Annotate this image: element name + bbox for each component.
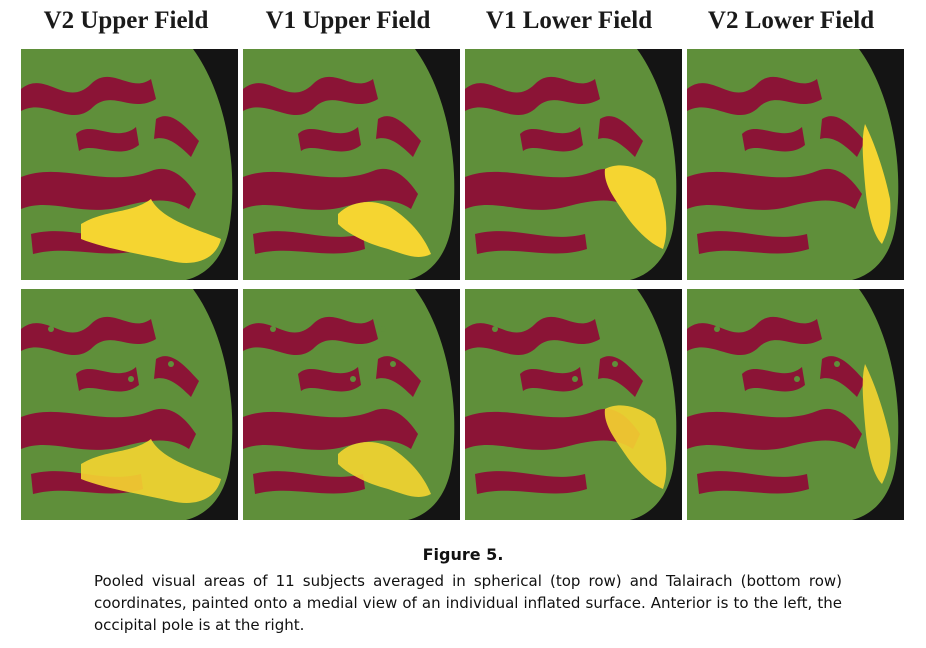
panel-spherical-v1-lower: [465, 49, 682, 280]
brain-surface-sulcus: [520, 127, 583, 152]
panel-spherical-v2-upper: [21, 49, 238, 280]
figure-caption: Pooled visual areas of 11 subjects avera…: [94, 572, 842, 634]
brain-surface-sulcus: [298, 127, 361, 152]
panel-spherical-v2-lower: [687, 49, 904, 280]
brain-surface-sulcus: [465, 168, 640, 210]
brain-surface-sulcus: [697, 471, 809, 494]
brain-surface-sulcus: [820, 116, 865, 157]
panel-talairach-v2-lower: [687, 289, 904, 520]
activation-region: [604, 405, 667, 489]
panel-talairach-v1-lower: [465, 289, 682, 520]
column-title-v1-lower: V1 Lower Field: [485, 7, 653, 34]
panel-talairach-v2-upper: [21, 289, 238, 520]
activation-speckle: [300, 356, 306, 362]
brain-surface-sulcus: [687, 76, 822, 115]
brain-surface-sulcus: [742, 127, 805, 152]
activation-speckle: [128, 376, 134, 382]
activation-region: [338, 442, 431, 497]
activation-speckle: [330, 341, 336, 347]
figure-label: Figure 5.: [422, 545, 504, 564]
brain-surface-sulcus: [697, 231, 809, 254]
brain-surface-sulcus: [376, 356, 421, 397]
activation-speckle: [390, 361, 396, 367]
activation-region: [338, 202, 431, 257]
activation-speckle: [522, 356, 528, 362]
activation-speckle: [774, 341, 780, 347]
brain-surface-sulcus: [243, 76, 378, 115]
brain-surface-sulcus: [598, 356, 643, 397]
brain-surface-sulcus: [154, 356, 199, 397]
brain-surface-sulcus: [475, 471, 587, 494]
activation-speckle: [380, 326, 386, 332]
activation-speckle: [612, 361, 618, 367]
activation-region: [81, 439, 221, 503]
activation-speckle: [492, 326, 498, 332]
activation-speckle: [552, 341, 558, 347]
activation-speckle: [824, 326, 830, 332]
activation-region: [862, 364, 891, 484]
brain-surface-sulcus: [475, 231, 587, 254]
brain-surface-sulcus: [742, 367, 805, 392]
panel-spherical-v1-upper: [243, 49, 460, 280]
brain-surface-sulcus: [520, 367, 583, 392]
brain-surface-sulcus: [687, 316, 822, 355]
activation-speckle: [350, 376, 356, 382]
activation-speckle: [572, 376, 578, 382]
activation-speckle: [744, 356, 750, 362]
column-title-v2-upper: V2 Upper Field: [43, 7, 209, 34]
activation-speckle: [834, 361, 840, 367]
column-title-v1-upper: V1 Upper Field: [265, 7, 431, 34]
activation-speckle: [78, 356, 84, 362]
brain-surface-sulcus: [687, 408, 862, 450]
brain-surface-sulcus: [243, 168, 418, 210]
activation-speckle: [270, 326, 276, 332]
brain-surface-sulcus: [76, 367, 139, 392]
brain-surface-sulcus: [465, 408, 640, 450]
brain-surface-sulcus: [154, 116, 199, 157]
activation-region: [81, 199, 221, 263]
activation-speckle: [48, 326, 54, 332]
brain-surface-sulcus: [76, 127, 139, 152]
brain-surface-sulcus: [253, 471, 365, 494]
brain-surface-sulcus: [21, 408, 196, 450]
activation-speckle: [602, 326, 608, 332]
brain-surface-sulcus: [298, 367, 361, 392]
brain-surface-sulcus: [243, 408, 418, 450]
column-title-v2-lower: V2 Lower Field: [707, 7, 875, 34]
brain-surface-sulcus: [21, 76, 156, 115]
brain-surface-sulcus: [21, 168, 196, 210]
brain-surface-sulcus: [687, 168, 862, 210]
brain-surface-sulcus: [598, 116, 643, 157]
brain-surface-sulcus: [465, 316, 600, 355]
brain-surface-sulcus: [243, 316, 378, 355]
activation-speckle: [714, 326, 720, 332]
brain-surface-sulcus: [376, 116, 421, 157]
activation-region: [862, 124, 891, 244]
brain-surface-sulcus: [820, 356, 865, 397]
activation-speckle: [168, 361, 174, 367]
activation-speckle: [108, 341, 114, 347]
brain-surface-sulcus: [21, 316, 156, 355]
brain-surface-sulcus: [253, 231, 365, 254]
panel-talairach-v1-upper: [243, 289, 460, 520]
activation-speckle: [794, 376, 800, 382]
activation-region: [604, 165, 667, 249]
brain-surface-sulcus: [465, 76, 600, 115]
activation-speckle: [158, 326, 164, 332]
